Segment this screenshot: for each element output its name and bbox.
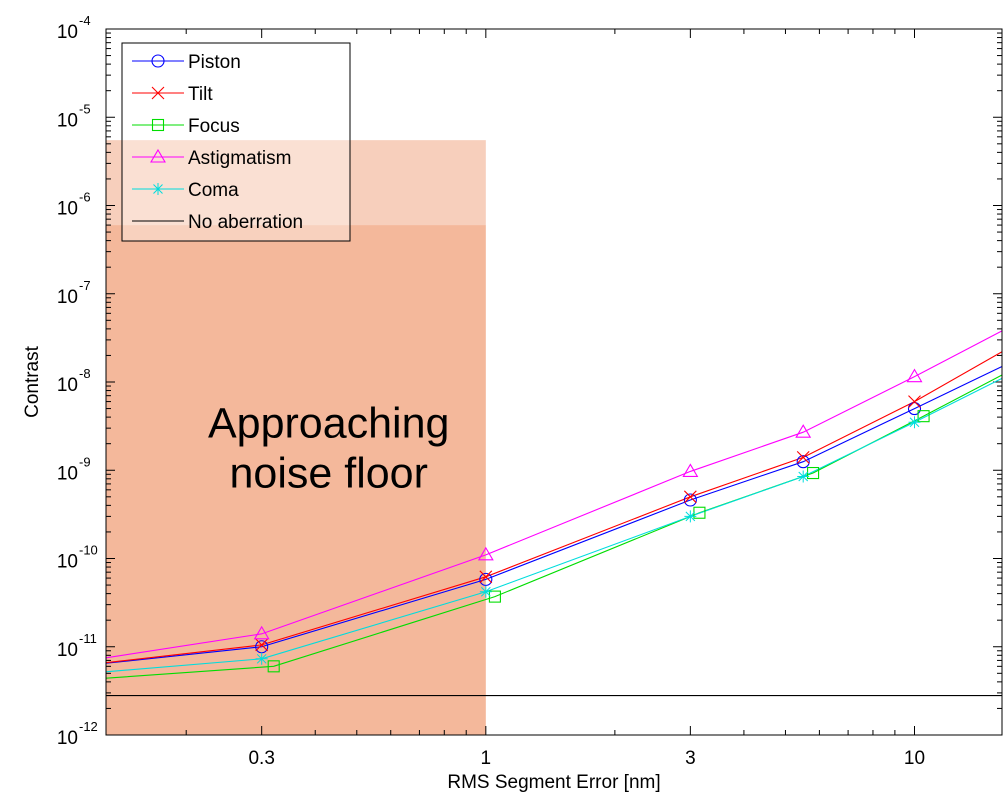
data-point-focus bbox=[917, 410, 930, 423]
legend-marker-tilt bbox=[151, 86, 165, 100]
data-point-tilt bbox=[796, 450, 810, 464]
legend-label-tilt: Tilt bbox=[188, 84, 213, 105]
legend-label-coma: Coma bbox=[188, 180, 239, 201]
data-point-astigmatism bbox=[682, 463, 699, 477]
legend-label-no-aberration: No aberration bbox=[188, 212, 303, 233]
noise-region-dark bbox=[106, 225, 486, 735]
annotation-text: Approaching bbox=[208, 400, 449, 448]
data-point-focus bbox=[488, 590, 501, 603]
y-tick-label: 10 bbox=[57, 640, 78, 661]
y-tick-label: 10 bbox=[57, 110, 78, 131]
y-tick-exponent: -6 bbox=[79, 190, 91, 205]
x-tick-labels: 0.3 1 3 10 bbox=[248, 748, 925, 769]
y-axis-label: Contrast bbox=[22, 345, 43, 418]
y-tick-label: 10 bbox=[57, 728, 78, 749]
y-tick-label: 10 bbox=[57, 552, 78, 573]
y-tick-exponent: -4 bbox=[79, 13, 91, 28]
x-axis-label: RMS Segment Error [nm] bbox=[447, 772, 660, 793]
y-tick-exponent: -11 bbox=[79, 631, 97, 646]
y-tick-exponent: -9 bbox=[79, 454, 91, 469]
data-point-tilt bbox=[255, 638, 269, 652]
y-tick-exponent: -8 bbox=[79, 366, 91, 381]
data-point-coma bbox=[684, 510, 697, 523]
legend-marker-focus bbox=[151, 118, 165, 132]
data-point-piston bbox=[907, 402, 922, 416]
data-point-coma bbox=[908, 416, 921, 429]
x-tick-label: 10 bbox=[904, 748, 925, 769]
y-tick-label: 10 bbox=[57, 463, 78, 484]
y-tick-label: 10 bbox=[57, 199, 78, 220]
data-point-coma bbox=[255, 652, 268, 665]
data-point-tilt bbox=[479, 570, 493, 584]
data-point-astigmatism bbox=[477, 546, 494, 561]
x-tick-label: 0.3 bbox=[248, 748, 274, 769]
data-point-focus bbox=[807, 466, 820, 480]
y-tick-label: 10 bbox=[57, 375, 78, 396]
data-point-coma bbox=[479, 585, 492, 598]
data-point-astigmatism bbox=[906, 368, 923, 383]
y-tick-label: 10 bbox=[57, 287, 78, 308]
legend-marker-coma bbox=[152, 183, 164, 195]
legend-label-piston: Piston bbox=[188, 52, 241, 73]
legend-marker-astigmatism bbox=[150, 148, 166, 163]
noise-region-light bbox=[106, 140, 486, 226]
data-point-tilt bbox=[683, 490, 697, 504]
legend-label-astigmatism: Astigmatism bbox=[188, 148, 291, 169]
axes-box bbox=[105, 28, 1003, 736]
noise-floor-region bbox=[106, 140, 486, 735]
legend-label-focus: Focus bbox=[188, 116, 240, 137]
data-point-coma bbox=[797, 470, 810, 483]
data-point-piston bbox=[683, 493, 697, 507]
data-point-piston bbox=[479, 572, 493, 586]
legend-marker-piston bbox=[151, 54, 165, 68]
data-point-tilt bbox=[908, 395, 921, 408]
y-tick-exponent: -7 bbox=[79, 278, 91, 293]
x-tick-label: 1 bbox=[481, 748, 492, 769]
legend-box bbox=[121, 42, 351, 242]
data-point-focus bbox=[267, 660, 280, 673]
y-tick-exponent: -12 bbox=[79, 719, 98, 734]
data-point-astigmatism bbox=[795, 424, 812, 438]
data-point-piston bbox=[255, 640, 269, 654]
series-line-astigmatism bbox=[105, 330, 1003, 659]
series-markers bbox=[253, 368, 930, 673]
legend: Piston Tilt Focus Astigmatism Coma No aberrat… bbox=[121, 42, 351, 242]
x-tick-label: 3 bbox=[685, 748, 696, 769]
data-point-piston bbox=[796, 455, 810, 469]
y-tick-label: 10 bbox=[57, 22, 78, 43]
annotation-text: noise floor bbox=[230, 450, 428, 498]
y-tick-exponent: -5 bbox=[79, 101, 91, 116]
data-point-astigmatism bbox=[253, 625, 270, 640]
series-line-piston bbox=[105, 365, 1003, 664]
y-tick-exponent: -10 bbox=[79, 543, 98, 558]
